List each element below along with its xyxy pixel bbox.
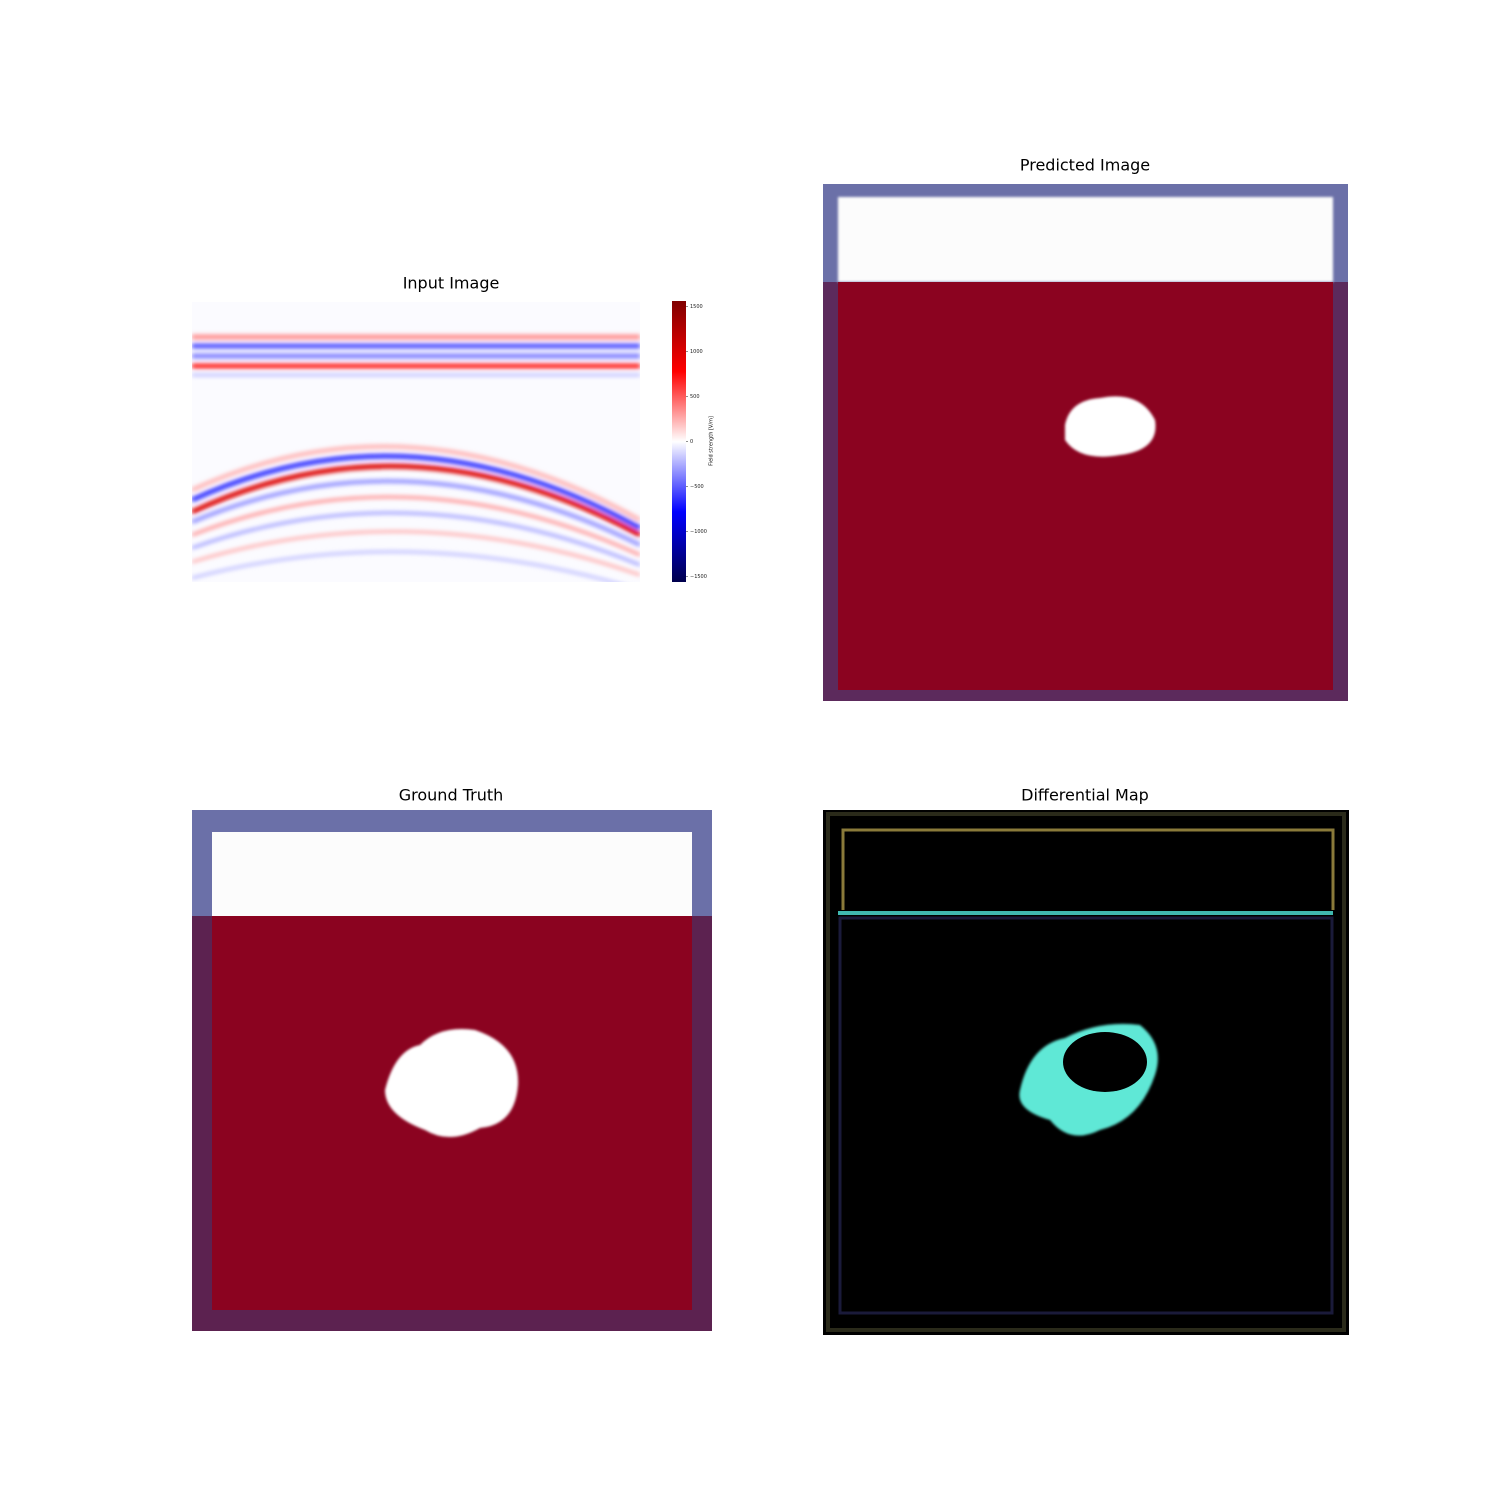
predicted-image (823, 184, 1348, 701)
colorbar-tick-label: −500 (690, 484, 704, 490)
colorbar-tick-label: 1500 (690, 304, 703, 310)
colorbar-tick-label: −1000 (690, 529, 707, 535)
panel-title: Differential Map (1021, 786, 1149, 805)
colorbar-tick-label: −1500 (690, 574, 707, 580)
panel-title: Predicted Image (1020, 156, 1150, 175)
colorbar-tick-label: 1000 (690, 349, 703, 355)
colorbar-tick-label: 0 (690, 439, 693, 445)
colorbar: Field strength [V/m] −1500 −1000 −500 0 500 1… (672, 301, 715, 582)
ground-truth-image (192, 810, 712, 1331)
colorbar-scale (672, 301, 686, 582)
differential-map-image (823, 810, 1349, 1335)
panel-title: Input Image (403, 274, 500, 293)
colorbar-label: Field strength [V/m] (709, 416, 715, 466)
colorbar-tick-label: 500 (690, 394, 700, 400)
input-image (192, 302, 640, 582)
panel-title: Ground Truth (399, 786, 504, 805)
